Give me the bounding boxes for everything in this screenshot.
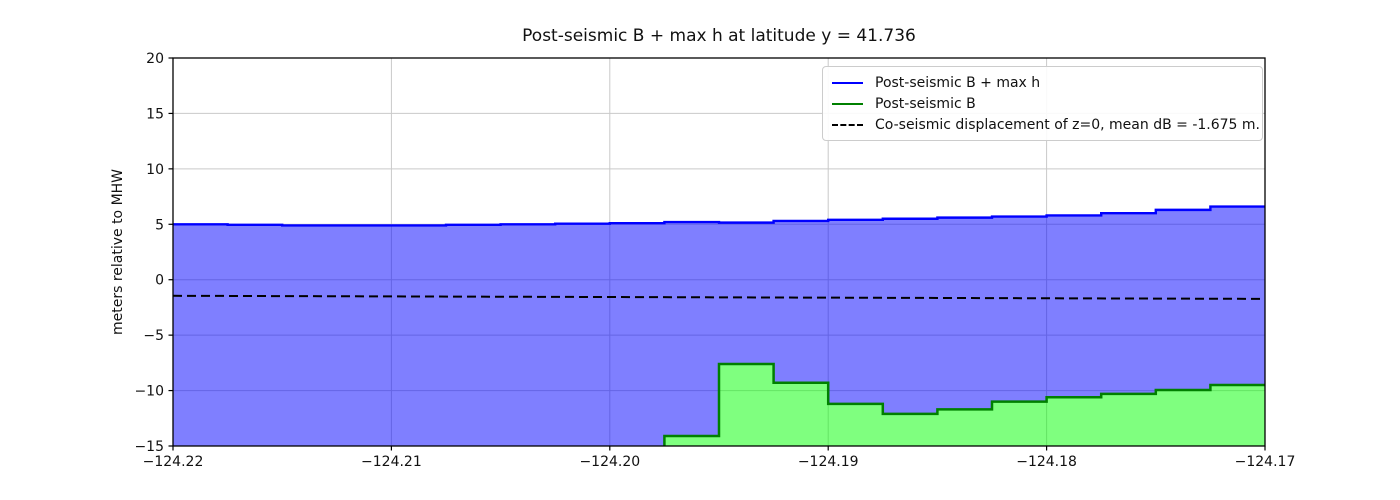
y-tick-label: 15 [146,106,164,122]
y-tick-label: 20 [146,51,164,67]
blue-area-fill [173,206,1265,446]
legend-item: Post-seismic B [832,93,1253,114]
legend-label: Post-seismic B [875,95,976,112]
legend-label: Post-seismic B + max h [875,74,1041,91]
plot-spines [172,57,1266,447]
x-tick-label: −124.20 [579,454,640,470]
legend-item: Post-seismic B + max h [832,72,1253,93]
y-tick-label: 0 [155,273,164,289]
y-tick-label: 10 [146,162,164,178]
legend-label: Co-seismic displacement of z=0, mean dB … [875,116,1260,133]
legend-line-sample [832,81,863,84]
coseismic-dashed-line [172,294,1266,300]
y-tick-label: −5 [143,328,164,344]
x-tick-label: −124.19 [798,454,859,470]
y-tick-label: −15 [134,439,164,455]
y-tick-label: 5 [155,217,164,233]
blue-series-line [173,205,1265,227]
legend-line-sample [832,102,863,105]
legend-item: Co-seismic displacement of z=0, mean dB … [832,114,1260,135]
green-series-line [663,362,1265,446]
green-area-fill [664,363,1265,446]
legend-dashed-line-sample [832,123,863,126]
y-tick-label: −10 [134,384,164,400]
x-tick-label: −124.18 [1016,454,1077,470]
plot-title: Post-seismic B + max h at latitude y = 4… [522,26,916,46]
x-tick-label: −124.21 [361,454,422,470]
legend: Post-seismic B + max h Post-seismic B Co-s… [822,66,1263,141]
x-tick-label: −124.22 [143,454,204,470]
x-tick-label: −124.17 [1235,454,1296,470]
